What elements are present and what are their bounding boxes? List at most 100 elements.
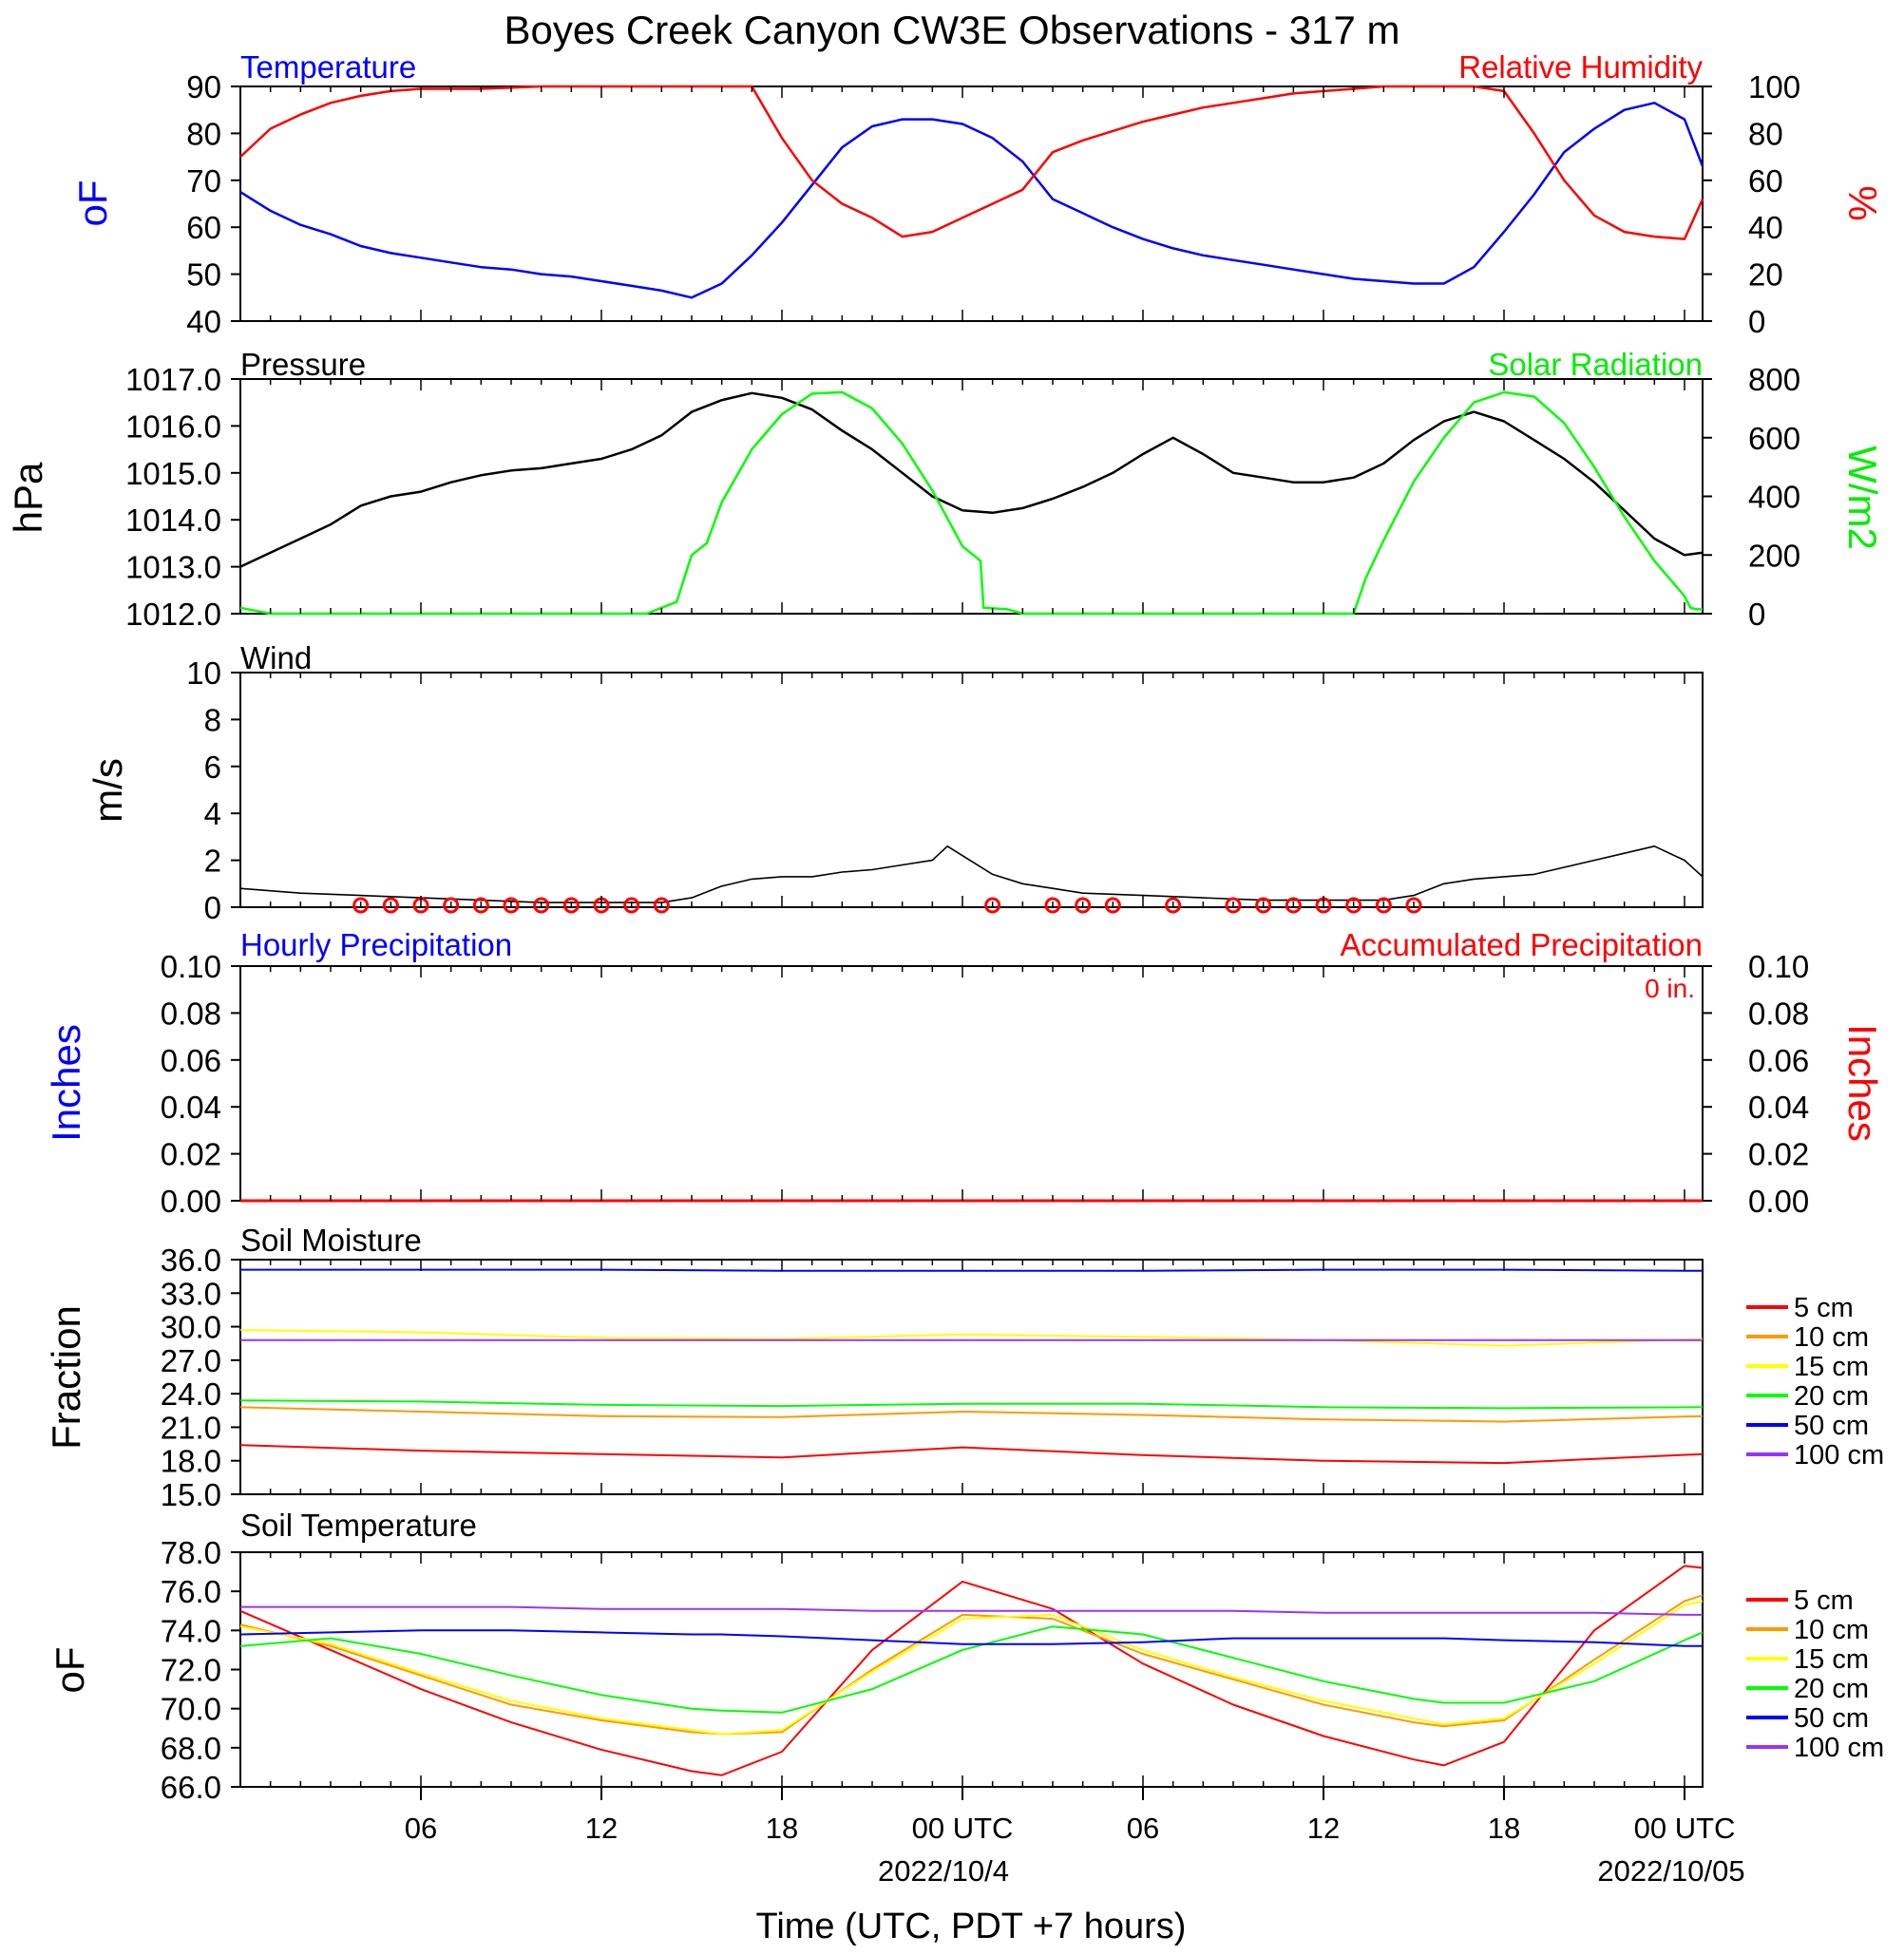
left-ticks: 1017.0 1016.0 1015.0 1014.0 1013.0 1012.0: [125, 362, 240, 632]
calm-wind-marker: [562, 897, 580, 914]
calm-wind-marker: [1044, 897, 1061, 914]
y-tick-label: 1013.0: [125, 550, 221, 585]
y2-tick-label: 0.02: [1748, 1137, 1809, 1172]
left-axis-units: oF: [48, 1646, 92, 1693]
left-axis-units: oF: [70, 180, 115, 226]
accum-precip-label: Accumulated Precipitation: [1340, 927, 1703, 962]
x-tick-label: 06: [405, 1812, 437, 1845]
y-tick-label: 70.0: [161, 1692, 221, 1727]
y-tick-label: 0.10: [161, 949, 221, 984]
y-tick-label: 60: [186, 210, 221, 245]
y-tick-label: 1017.0: [125, 362, 221, 397]
series-layer: [239, 390, 1704, 616]
legend-label: 100 cm: [1794, 1733, 1884, 1763]
y-tick-label: 33.0: [161, 1276, 221, 1311]
y2-tick-label: 100: [1748, 69, 1800, 104]
legend-label: 20 cm: [1794, 1381, 1869, 1412]
legend-label: 20 cm: [1794, 1674, 1869, 1704]
pressure-label: Pressure: [240, 347, 366, 382]
legend-label: 10 cm: [1794, 1615, 1869, 1645]
depth-line: [239, 1600, 1704, 1736]
soil-moisture-label: Soil Moisture: [240, 1223, 422, 1258]
depth-line: [239, 1406, 1704, 1423]
x-tick-label: 00 UTC: [912, 1812, 1014, 1845]
panel-frame: [239, 1259, 1704, 1495]
y-tick-label: 8: [204, 702, 221, 737]
wind-label: Wind: [240, 640, 312, 675]
right-axis-units: %: [1840, 185, 1885, 220]
left-axis-units: Inches: [44, 1024, 88, 1142]
x-axis-label: Time (UTC, PDT +7 hours): [756, 1907, 1187, 1946]
temperature-line: [239, 102, 1704, 299]
calm-wind-marker: [1225, 897, 1242, 914]
y2-tick-label: 0: [1748, 304, 1765, 339]
x-tick-label: 18: [766, 1812, 798, 1845]
pressure-line: [239, 391, 1704, 568]
legend-label: 5 cm: [1794, 1585, 1854, 1616]
depth-line: [239, 1629, 1703, 1647]
y-tick-label: 90: [186, 69, 221, 104]
accum-precip-total: 0 in.: [1645, 974, 1695, 1003]
x-tick-label: 00 UTC: [1634, 1812, 1736, 1845]
humidity-line: [239, 85, 1704, 240]
y2-tick-label: 0.00: [1748, 1184, 1809, 1219]
depth-line: [239, 1329, 1704, 1347]
panel-temperature-humidity: Temperature Relative Humidity oF % 90 80 7…: [70, 49, 1885, 339]
y-tick-label: 1015.0: [125, 456, 221, 491]
y2-tick-label: 600: [1748, 421, 1800, 456]
series-layer: [239, 85, 1704, 299]
left-ticks: 0.10 0.08 0.06 0.04 0.02 0.00: [161, 949, 240, 1219]
x-tick-label: 06: [1127, 1812, 1159, 1845]
x-tick-label: 12: [1307, 1812, 1340, 1845]
calm-wind-marker: [653, 897, 670, 914]
y2-tick-label: 60: [1748, 163, 1783, 199]
y-tick-label: 0: [204, 890, 221, 925]
solar-radiation-label: Solar Radiation: [1488, 347, 1703, 382]
x-axis: 06 12 18 00 UTC 06 12 18 00 UTC: [269, 86, 1736, 1845]
y2-tick-label: 20: [1748, 257, 1783, 293]
panel-wind: Wind m/s 10 8 6 4 2 0: [86, 640, 1704, 925]
panel-pressure-solar: Pressure Solar Radiation hPa W/m2 1017.0…: [6, 347, 1885, 632]
depth-line: [239, 1565, 1704, 1776]
calm-wind-marker: [1104, 897, 1121, 914]
y-tick-label: 1016.0: [125, 408, 221, 444]
y-tick-label: 68.0: [161, 1731, 221, 1766]
calm-wind-marker: [1345, 897, 1362, 914]
y2-tick-label: 0.06: [1748, 1043, 1809, 1078]
y-tick-label: 36.0: [161, 1243, 221, 1278]
panel-soil-temperature: Soil Temperature oF 78.0 76.0 74.0 72.0 70.0…: [48, 1508, 1884, 1805]
panel-frame: [239, 672, 1704, 908]
calm-wind-marker: [1165, 897, 1182, 914]
y-tick-label: 1014.0: [125, 503, 221, 538]
legend-label: 50 cm: [1794, 1411, 1869, 1441]
calm-wind-marker: [1375, 897, 1392, 914]
y2-tick-label: 0.10: [1748, 949, 1809, 984]
legend-label: 50 cm: [1794, 1703, 1869, 1734]
y-tick-label: 6: [204, 750, 221, 785]
left-ticks: 10 8 6 4 2 0: [186, 655, 240, 925]
y2-tick-label: 800: [1748, 362, 1800, 397]
left-ticks: 78.0 76.0 74.0 72.0 70.0 68.0 66.0: [161, 1535, 240, 1805]
y-tick-label: 0.00: [161, 1184, 221, 1219]
hourly-precip-label: Hourly Precipitation: [240, 927, 512, 962]
y-tick-label: 70: [186, 163, 221, 199]
calm-wind-marker: [984, 897, 1001, 914]
series-layer: [239, 1268, 1704, 1465]
right-ticks: 0.10 0.08 0.06 0.04 0.02 0.00: [1703, 949, 1809, 1219]
y-tick-label: 80: [186, 116, 221, 151]
panel-frame: [239, 85, 1704, 322]
legend-label: 15 cm: [1794, 1352, 1869, 1382]
y-tick-label: 10: [186, 655, 221, 691]
calm-wind-marker: [1075, 897, 1092, 914]
left-axis-units: Fraction: [44, 1305, 88, 1450]
soil-temperature-label: Soil Temperature: [240, 1508, 477, 1543]
right-axis-units: Inches: [1840, 1024, 1885, 1142]
depth-line: [239, 1594, 1704, 1736]
series-layer: [239, 845, 1704, 914]
left-axis-units: m/s: [86, 758, 130, 823]
calm-wind-marker: [382, 897, 399, 914]
y-tick-label: 76.0: [161, 1574, 221, 1609]
y-tick-label: 50: [186, 257, 221, 293]
